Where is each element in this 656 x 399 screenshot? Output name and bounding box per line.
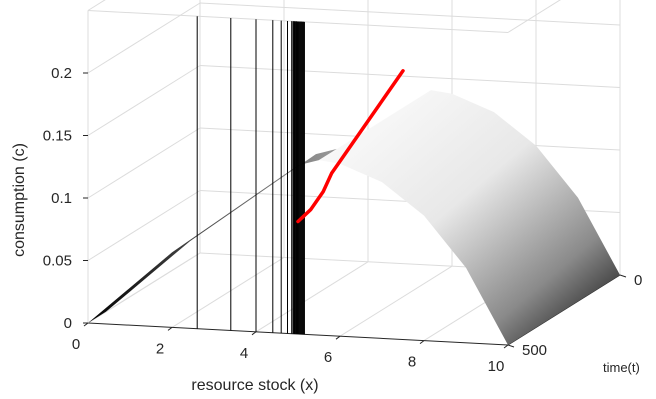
z-tick-label: 0.1 [51,190,72,207]
tick-labels: 0 2 4 6 8 10 0 0.05 0.1 0.15 0.2 0 500 [43,65,643,375]
grid-line-floor-x [339,265,453,337]
x-tick-label: 6 [324,349,332,366]
z-tick-label: 0.15 [43,128,72,145]
x-tick-label: 2 [156,340,164,357]
grid-line-side-z [87,65,201,136]
grid-line-floor-x [87,252,201,324]
axis-box-edge [87,0,106,11]
grid-line-floor-x [171,256,285,328]
y-axis-label: time(t) [603,360,640,375]
y-tick-mark [507,344,515,348]
series-line [296,69,405,224]
grid-line-side-z [87,2,201,74]
y-tick-mark [619,274,627,278]
grid-line-back-z [199,65,621,88]
x-tick-label: 0 [72,336,80,353]
x-tick-label: 4 [240,345,248,362]
z-tick-label: 0.2 [51,65,72,82]
axis-box-edge [507,0,561,33]
grid-line-back-z [199,2,621,26]
grid-line-floor-x [255,261,369,333]
surface-left-face [88,148,337,323]
x-axis-label: resource stock (x) [191,377,318,394]
z-axis-label: consumption (c) [11,143,28,257]
surface-right-face [319,90,620,345]
z-tick-label: 0.05 [43,253,72,270]
z-tick-label: 0 [64,315,72,332]
x-tick-mark [335,335,341,340]
x-tick-label: 8 [408,354,416,371]
grid-line-side-z [87,127,201,199]
x-tick-mark [251,331,257,336]
x-tick-label: 10 [488,358,505,375]
x-tick-mark [419,340,425,345]
x-tick-mark [503,344,509,349]
y-tick-label: 500 [522,342,547,359]
series-layer [296,69,405,224]
grid-line-side-z [87,190,201,261]
surface [88,90,620,345]
vertical-lines [196,16,305,335]
x-tick-mark [167,326,173,331]
y-tick-label: 0 [634,272,642,289]
